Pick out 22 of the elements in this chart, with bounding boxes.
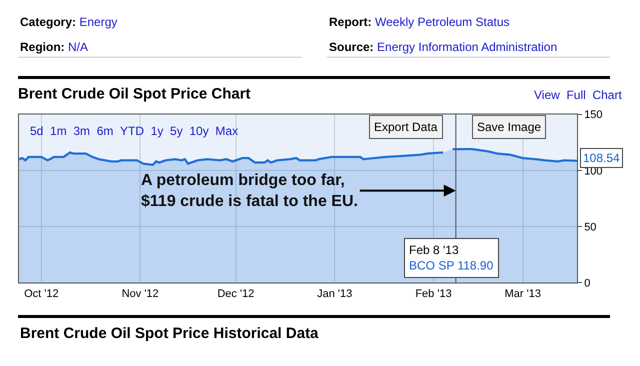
annotation: 5d 1m 3m 6m YTD 1y 5y 10y Max bbox=[30, 124, 238, 138]
y-tick-label: 50 bbox=[584, 221, 596, 234]
x-tick-label: Dec '12 bbox=[217, 288, 254, 300]
x-tick-label: Oct '12 bbox=[24, 288, 59, 300]
annotation: Export Data bbox=[374, 120, 438, 134]
x-tick-label: Feb '13 bbox=[415, 288, 452, 300]
annotation: Save Image bbox=[477, 120, 542, 134]
chart-title: Brent Crude Oil Spot Price Chart bbox=[18, 85, 251, 102]
annotation: Feb 8 '13 BCO SP 118.90 bbox=[409, 243, 494, 273]
x-tick-label: Jan '13 bbox=[317, 288, 352, 300]
annotation: A petroleum bridge too far, $119 crude is fatal to the EU. bbox=[141, 172, 358, 210]
text: Category: Energy bbox=[20, 15, 118, 29]
text: Region: N/A bbox=[20, 40, 88, 54]
x-tick-label: Mar '13 bbox=[504, 288, 541, 300]
text: View Full Chart bbox=[534, 88, 622, 102]
x-tick-label: Nov '12 bbox=[122, 288, 159, 300]
text: Report: Weekly Petroleum Status bbox=[329, 15, 510, 29]
source-note: Source: Energy Information Administration bbox=[329, 40, 558, 54]
y-tick-label: 150 bbox=[584, 109, 603, 122]
text: Brent Crude Oil Spot Price Historical Data bbox=[20, 325, 320, 342]
annotation: 108.54 bbox=[583, 151, 620, 165]
y-tick-label: 0 bbox=[584, 277, 590, 290]
